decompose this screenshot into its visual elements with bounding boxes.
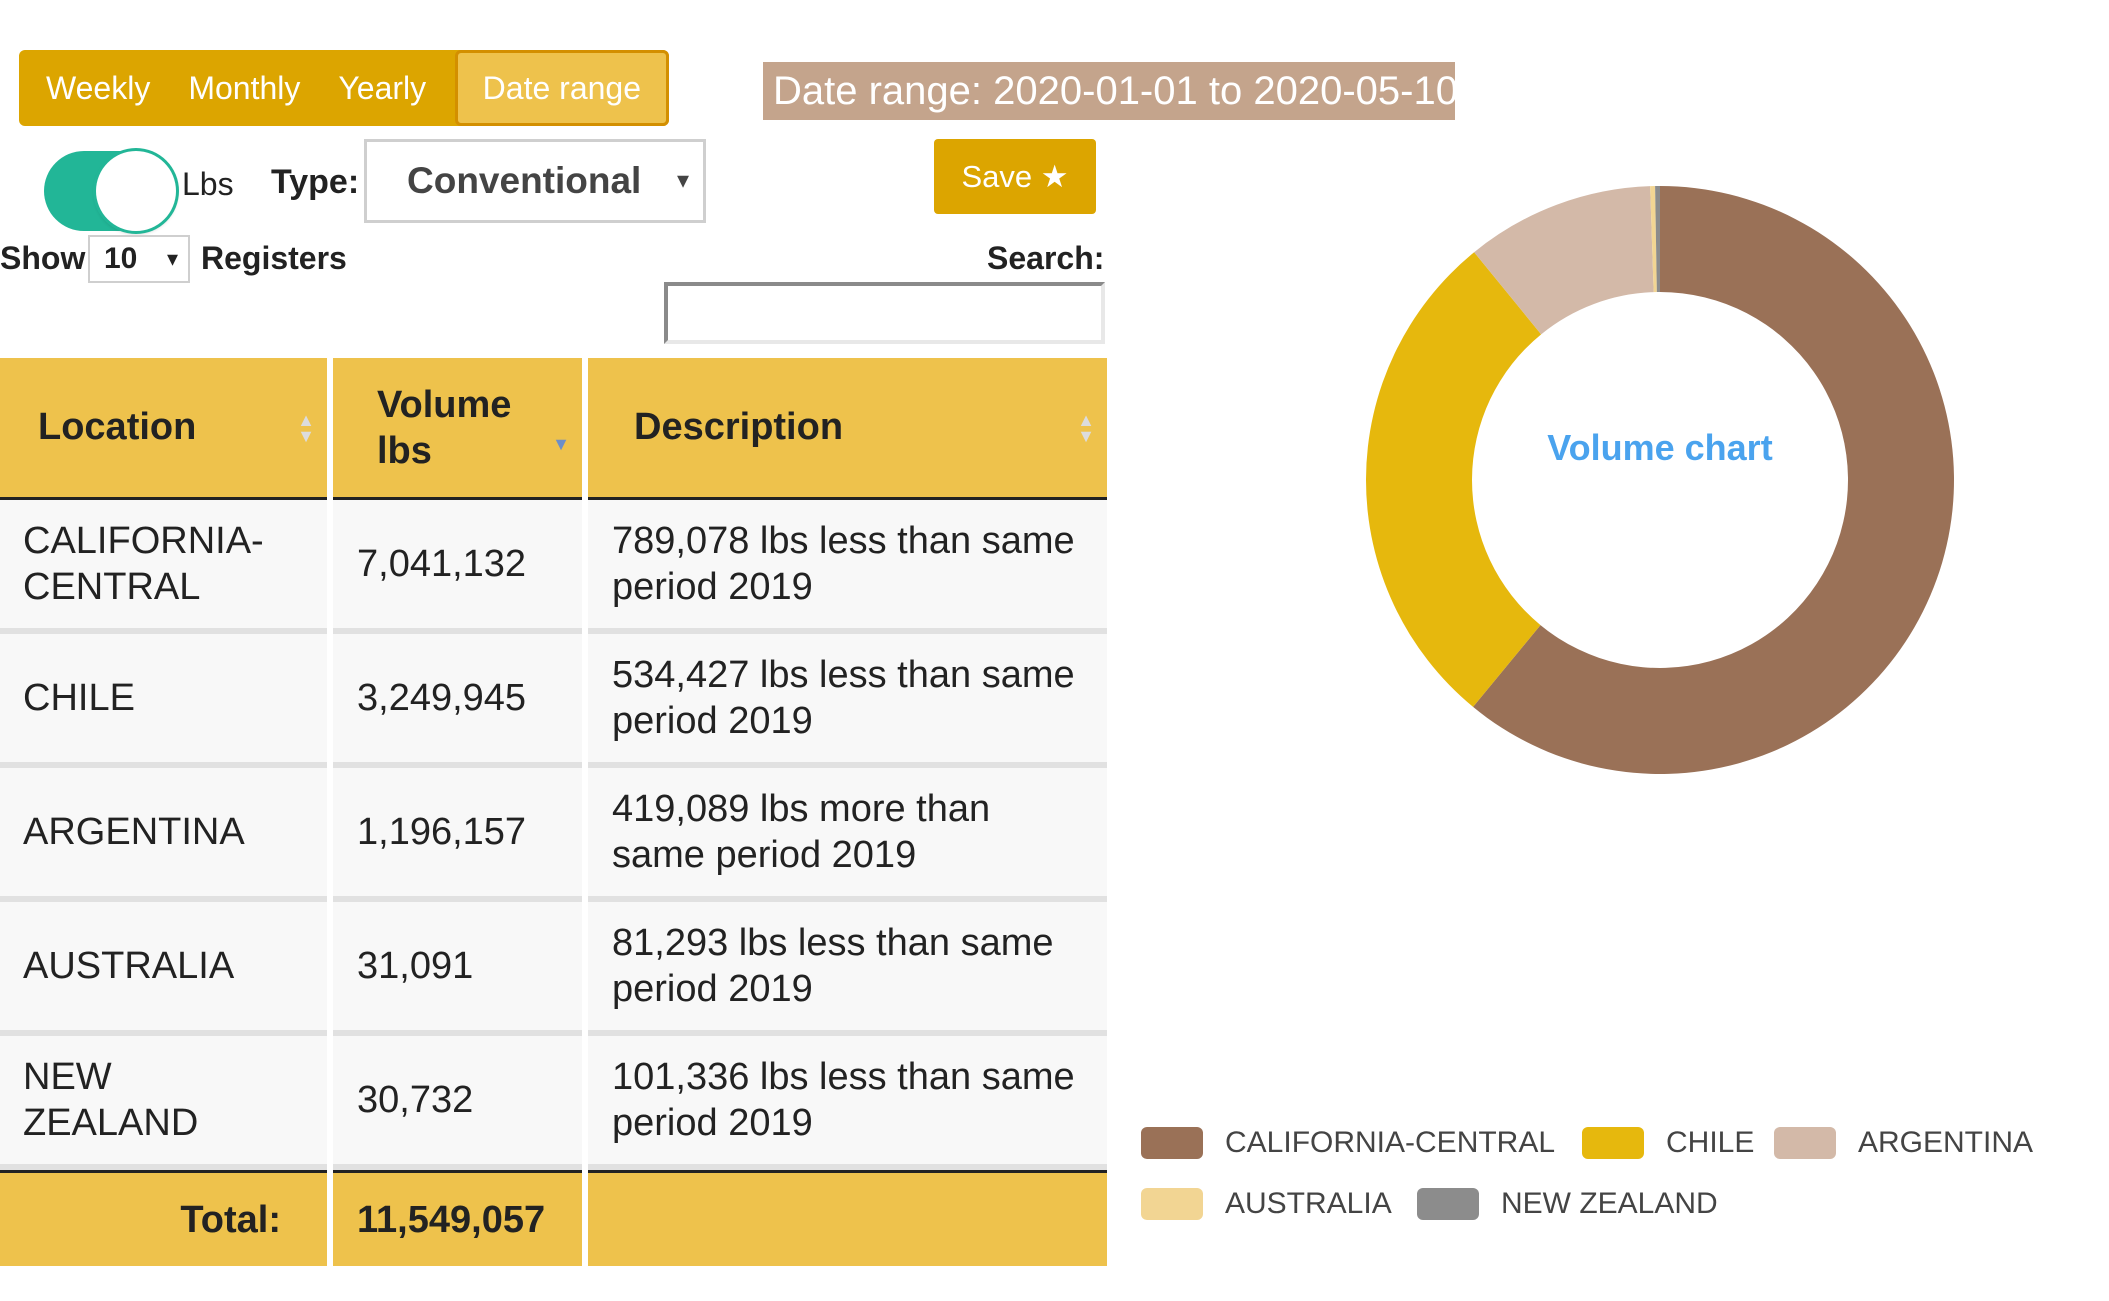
registers-label: Registers xyxy=(201,240,347,276)
donut-slice-california-central[interactable] xyxy=(1473,186,1954,774)
cell-volume: 1,196,157 xyxy=(333,768,582,902)
volume-table: Location ▲ ▼ Volume lbs ▼ Description ▲ ▼ … xyxy=(0,358,1113,1266)
period-tab-group: Weekly Monthly Yearly Date range xyxy=(19,50,669,126)
legend-swatch xyxy=(1141,1188,1203,1220)
save-button[interactable]: Save ★ xyxy=(934,139,1096,214)
sort-icon: ▲ ▼ xyxy=(1077,409,1095,446)
unit-toggle[interactable] xyxy=(44,151,176,231)
legend-item-new-zealand[interactable]: NEW ZEALAND xyxy=(1417,1187,1718,1221)
table-row[interactable]: ARGENTINA 1,196,157 419,089 lbs more tha… xyxy=(0,768,1107,902)
legend-item-argentina[interactable]: ARGENTINA xyxy=(1774,1126,2033,1160)
page-size-select[interactable]: 10 ▾ xyxy=(88,235,190,283)
table-footer-row: Total: 11,549,057 xyxy=(0,1170,1107,1266)
column-header-label: Location xyxy=(38,406,197,448)
cell-description: 81,293 lbs less than same period 2019 xyxy=(588,902,1107,1036)
unit-label: Lbs xyxy=(182,166,234,202)
footer-empty-cell xyxy=(588,1170,1107,1266)
date-range-label: Date range: 2020-01-01 to 2020-05-10 xyxy=(763,62,1458,120)
table-header-row: Location ▲ ▼ Volume lbs ▼ Description ▲ ▼ xyxy=(0,358,1107,500)
legend-label: CALIFORNIA-CENTRAL xyxy=(1225,1126,1556,1159)
toggle-knob xyxy=(96,151,176,231)
chevron-down-icon: ▾ xyxy=(166,246,178,271)
tab-monthly[interactable]: Monthly xyxy=(188,70,301,106)
cell-description: 789,078 lbs less than same period 2019 xyxy=(588,500,1107,634)
tab-weekly[interactable]: Weekly xyxy=(46,70,151,106)
legend-swatch xyxy=(1141,1127,1203,1159)
type-select-value: Conventional xyxy=(407,160,642,201)
legend-label: ARGENTINA xyxy=(1858,1126,2034,1159)
chart-title: Volume chart xyxy=(1547,427,1772,468)
cell-volume: 7,041,132 xyxy=(333,500,582,634)
sort-icon: ▲ ▼ xyxy=(297,409,315,446)
column-header-description[interactable]: Description ▲ ▼ xyxy=(588,358,1107,500)
legend-swatch xyxy=(1774,1127,1836,1159)
legend-item-australia[interactable]: AUSTRALIA xyxy=(1141,1187,1392,1221)
table-row[interactable]: CHILE 3,249,945 534,427 lbs less than sa… xyxy=(0,634,1107,768)
search-input[interactable] xyxy=(664,282,1105,344)
total-value: 11,549,057 xyxy=(333,1170,582,1266)
cell-location: CALIFORNIA-CENTRAL xyxy=(0,500,327,634)
legend-swatch xyxy=(1582,1127,1644,1159)
legend-swatch xyxy=(1417,1188,1479,1220)
cell-volume: 31,091 xyxy=(333,902,582,1036)
donut-slice-new-zealand[interactable] xyxy=(1655,186,1660,293)
legend-item-california-central[interactable]: CALIFORNIA-CENTRAL xyxy=(1141,1126,1555,1160)
cell-location: NEW ZEALAND xyxy=(0,1036,327,1170)
cell-description: 101,336 lbs less than same period 2019 xyxy=(588,1036,1107,1170)
legend-label: NEW ZEALAND xyxy=(1501,1187,1718,1220)
cell-volume: 3,249,945 xyxy=(333,634,582,768)
table-row[interactable]: CALIFORNIA-CENTRAL 7,041,132 789,078 lbs… xyxy=(0,500,1107,634)
legend-label: AUSTRALIA xyxy=(1225,1187,1392,1220)
cell-description: 534,427 lbs less than same period 2019 xyxy=(588,634,1107,768)
cell-volume: 30,732 xyxy=(333,1036,582,1170)
legend-label: CHILE xyxy=(1666,1126,1755,1159)
tab-date-range[interactable]: Date range xyxy=(454,50,669,126)
donut-slice-australia[interactable] xyxy=(1650,186,1657,293)
cell-location: CHILE xyxy=(0,634,327,768)
show-label: Show xyxy=(0,240,86,276)
cell-location: ARGENTINA xyxy=(0,768,327,902)
type-label: Type: xyxy=(271,163,360,201)
page-size-value: 10 xyxy=(104,242,138,275)
column-header-label: Volume lbs xyxy=(377,383,512,472)
donut-slice-chile[interactable] xyxy=(1366,252,1542,707)
column-header-volume[interactable]: Volume lbs ▼ xyxy=(333,358,582,500)
volume-donut-chart: Volume chart xyxy=(1366,186,1954,774)
cell-description: 419,089 lbs more than same period 2019 xyxy=(588,768,1107,902)
cell-location: AUSTRALIA xyxy=(0,902,327,1036)
table-row[interactable]: AUSTRALIA 31,091 81,293 lbs less than sa… xyxy=(0,902,1107,1036)
legend-item-chile[interactable]: CHILE xyxy=(1582,1126,1754,1160)
search-label: Search: xyxy=(987,240,1105,276)
sort-desc-icon: ▼ xyxy=(552,434,570,455)
total-label: Total: xyxy=(0,1170,327,1266)
column-header-label: Description xyxy=(634,406,844,448)
chevron-down-icon: ▾ xyxy=(676,167,689,194)
donut-slice-argentina[interactable] xyxy=(1474,186,1654,335)
column-header-location[interactable]: Location ▲ ▼ xyxy=(0,358,327,500)
tab-yearly[interactable]: Yearly xyxy=(338,70,427,106)
table-row[interactable]: NEW ZEALAND 30,732 101,336 lbs less than… xyxy=(0,1036,1107,1170)
type-select[interactable]: Conventional ▾ xyxy=(364,139,706,223)
